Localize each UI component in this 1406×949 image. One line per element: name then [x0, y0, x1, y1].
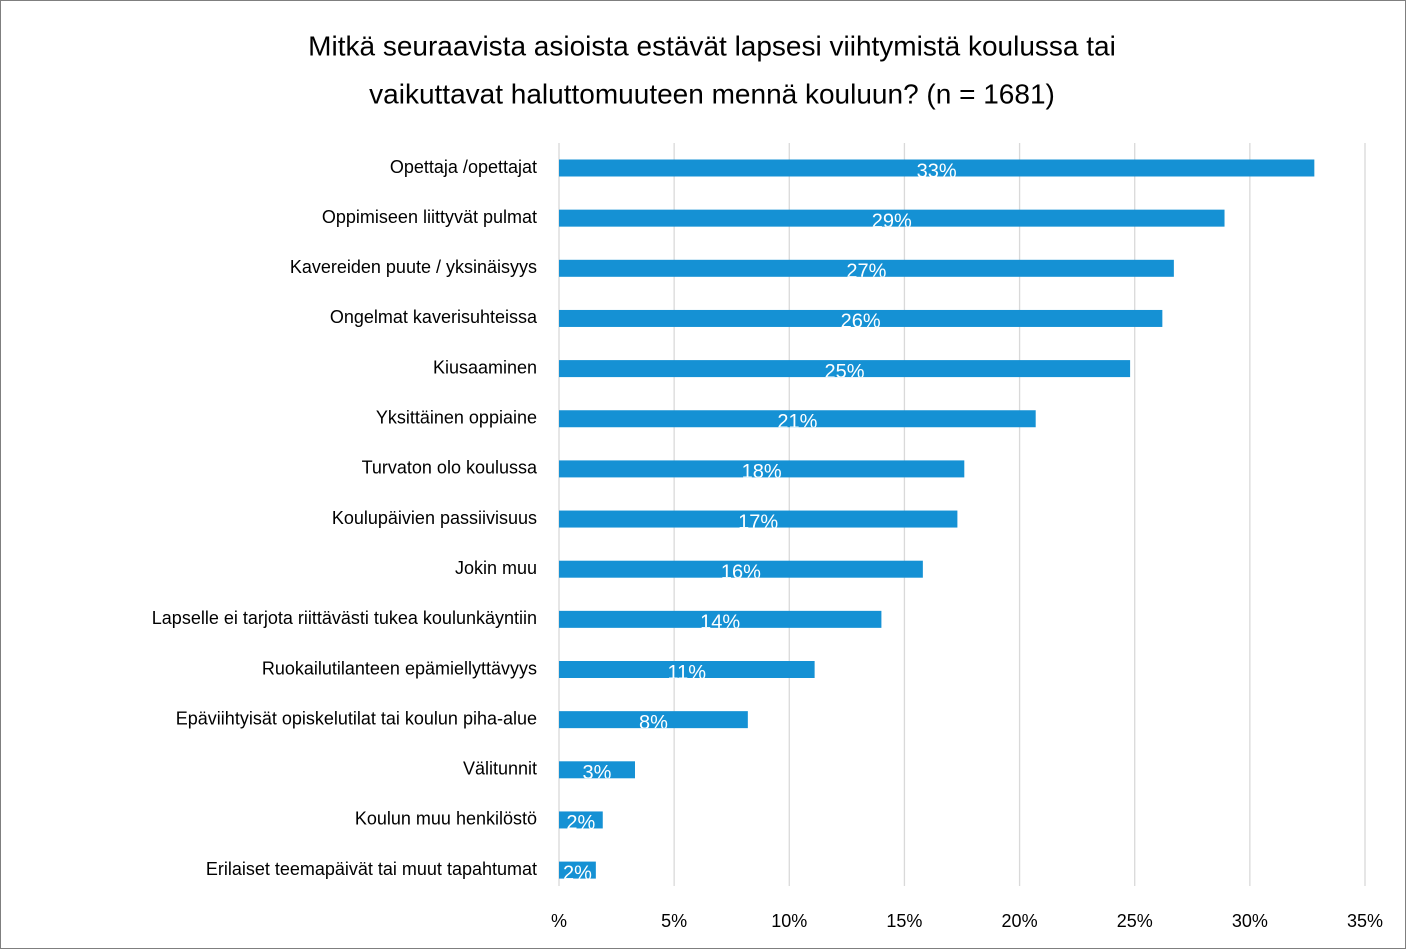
y-tick-label: Opettaja /opettajat: [390, 157, 537, 177]
chart-title: Mitkä seuraavista asioista estävät lapse…: [308, 30, 1116, 61]
y-tick-label: Erilaiset teemapäivät tai muut tapahtuma…: [206, 859, 537, 879]
y-tick-label: Jokin muu: [455, 558, 537, 578]
bar: [559, 811, 603, 829]
y-tick-label: Turvaton olo koulussa: [362, 458, 538, 478]
x-tick-label: 15%: [886, 911, 922, 931]
x-tick-label: 5%: [661, 911, 687, 931]
x-tick-label: 10%: [771, 911, 807, 931]
y-tick-label: Lapselle ei tarjota riittävästi tukea ko…: [152, 608, 537, 628]
data-label: 21%: [777, 411, 817, 433]
data-label: 17%: [738, 511, 778, 533]
x-tick-label: 35%: [1347, 911, 1383, 931]
bar: [559, 209, 1225, 227]
data-label: 16%: [721, 561, 761, 583]
bar: [559, 460, 965, 478]
y-tick-label: Oppimiseen liittyvät pulmat: [322, 207, 537, 227]
data-label: 8%: [639, 712, 668, 734]
data-label: 18%: [742, 461, 782, 483]
data-label: 14%: [700, 612, 740, 634]
y-tick-label: Yksittäinen oppiaine: [376, 408, 537, 428]
bar: [559, 410, 1036, 428]
data-label: 26%: [841, 311, 881, 333]
bar: [559, 510, 958, 528]
data-label: 29%: [872, 210, 912, 232]
bar: [559, 159, 1315, 177]
bar: [559, 360, 1131, 378]
x-tick-label: 30%: [1232, 911, 1268, 931]
data-label: 2%: [563, 862, 592, 884]
data-label: 2%: [566, 812, 595, 834]
y-tick-label: Koulun muu henkilöstö: [355, 809, 537, 829]
data-label: 33%: [917, 160, 957, 182]
data-label: 11%: [668, 662, 707, 684]
bar: [559, 761, 635, 779]
y-tick-label: Välitunnit: [463, 759, 537, 779]
y-tick-label: Koulupäivien passiivisuus: [332, 508, 537, 528]
bar: [559, 259, 1174, 277]
bar: [559, 661, 815, 678]
y-tick-label: Ongelmat kaverisuhteissa: [330, 307, 538, 327]
x-tick-label: 25%: [1117, 911, 1153, 931]
y-tick-label: Kavereiden puute / yksinäisyys: [290, 257, 537, 277]
bar: [559, 711, 748, 729]
chart-title: vaikuttavat haluttomuuteen mennä kouluun…: [369, 78, 1055, 109]
data-label: 3%: [583, 762, 612, 784]
bar: [559, 560, 923, 578]
x-tick-label: %: [551, 911, 567, 931]
y-tick-label: Kiusaaminen: [433, 357, 537, 377]
x-tick-label: 20%: [1002, 911, 1038, 931]
y-tick-label: Epäviihtyisät opiskelutilat tai koulun p…: [176, 708, 537, 728]
bar: [559, 610, 882, 628]
data-label: 27%: [846, 261, 886, 283]
y-tick-label: Ruokailutilanteen epämiellyttävyys: [262, 658, 537, 678]
bar: [559, 861, 596, 879]
bar: [559, 309, 1163, 327]
data-label: 25%: [825, 361, 865, 383]
